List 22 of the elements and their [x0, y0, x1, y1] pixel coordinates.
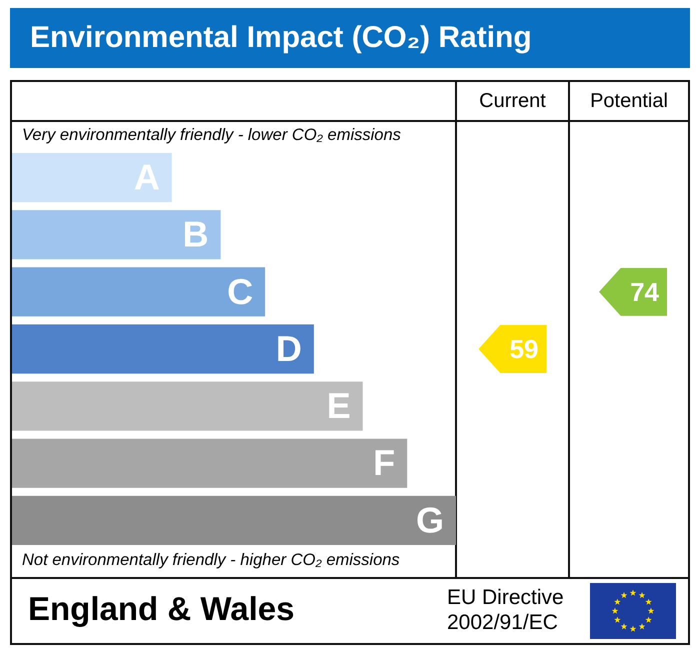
text: Current	[478, 89, 547, 114]
bar	[12, 438, 408, 488]
text: England & Wales	[28, 590, 294, 628]
bar	[12, 267, 266, 316]
bar	[12, 382, 363, 431]
text: Not environmentally friendly - higher CO₂ emissions	[22, 551, 400, 570]
y-tick-label: E	[326, 385, 351, 426]
bar	[12, 153, 172, 202]
bar	[12, 324, 314, 374]
y-tick-label: G	[416, 499, 444, 540]
bar	[12, 496, 456, 545]
y-tick-label: D	[276, 328, 302, 369]
text: 59	[478, 325, 546, 373]
y-tick-label: B	[182, 214, 209, 255]
text: 74	[599, 268, 667, 316]
bar	[12, 210, 221, 260]
chart-title: Environmental Impact (CO₂) Rating	[10, 8, 690, 68]
text: Very environmentally friendly - lower CO₂ emissions	[22, 126, 401, 145]
text: Potential	[589, 89, 669, 114]
text: EU Directive 2002/91/EC	[447, 585, 565, 635]
y-tick-label: F	[373, 442, 396, 484]
y-tick-label: C	[227, 270, 254, 312]
